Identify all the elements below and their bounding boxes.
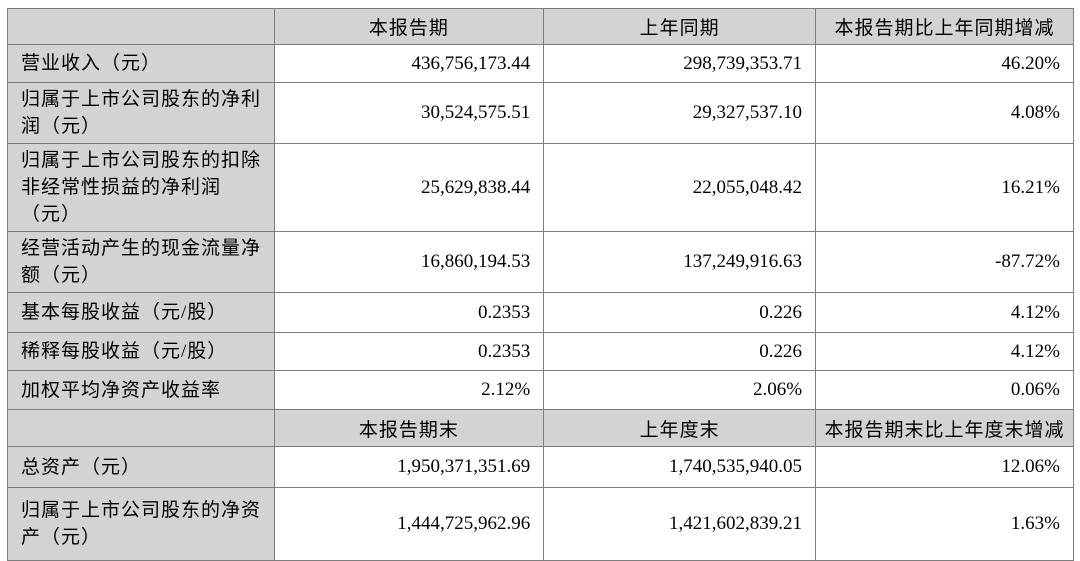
- metric-value-change: 12.06%: [815, 446, 1074, 488]
- table-row-net-profit: 归属于上市公司股东的净利润（元） 30,524,575.51 29,327,53…: [7, 82, 1074, 144]
- column-header-current-period: 本报告期: [273, 8, 545, 45]
- metric-value-change: 0.06%: [815, 370, 1074, 410]
- header-row-period-end: 本报告期末 上年度末 本报告期末比上年度末增减: [7, 409, 1074, 447]
- metric-value-change: -87.72%: [815, 231, 1074, 293]
- metric-value-prior: 0.226: [543, 332, 817, 371]
- header-row-current-period: 本报告期 上年同期 本报告期比上年同期增减: [7, 8, 1074, 45]
- metric-value-current: 25,629,838.44: [273, 143, 545, 232]
- metric-value-current: 0.2353: [273, 292, 545, 333]
- table-row-basic-eps: 基本每股收益（元/股） 0.2353 0.226 4.12%: [7, 292, 1074, 333]
- table-row-weighted-avg-roe: 加权平均净资产收益率 2.12% 2.06% 0.06%: [7, 370, 1074, 410]
- metric-value-prior: 2.06%: [543, 370, 817, 410]
- metric-label: 营业收入（元）: [7, 44, 275, 83]
- metric-value-change: 1.63%: [815, 487, 1074, 561]
- table-row-net-profit-excl-nonrecurring: 归属于上市公司股东的扣除非经常性损益的净利润（元） 25,629,838.44 …: [7, 143, 1074, 232]
- metric-label: 归属于上市公司股东的净资产（元）: [7, 487, 275, 561]
- metric-value-current: 1,950,371,351.69: [273, 446, 545, 488]
- table-row-net-assets: 归属于上市公司股东的净资产（元） 1,444,725,962.96 1,421,…: [7, 487, 1074, 561]
- column-header-period-end: 本报告期末: [273, 409, 545, 447]
- metric-value-prior: 22,055,048.42: [543, 143, 817, 232]
- column-header-blank: [7, 409, 275, 447]
- metric-label: 加权平均净资产收益率: [7, 370, 275, 410]
- metric-value-change: 16.21%: [815, 143, 1074, 232]
- metric-label: 基本每股收益（元/股）: [7, 292, 275, 333]
- metric-value-current: 16,860,194.53: [273, 231, 545, 293]
- metric-value-change: 4.12%: [815, 292, 1074, 333]
- table-row-total-assets: 总资产（元） 1,950,371,351.69 1,740,535,940.05…: [7, 446, 1074, 488]
- column-header-prior-period: 上年同期: [543, 8, 817, 45]
- metric-label: 归属于上市公司股东的净利润（元）: [7, 82, 275, 144]
- table-row-operating-cash-flow: 经营活动产生的现金流量净额（元） 16,860,194.53 137,249,9…: [7, 231, 1074, 293]
- column-header-prior-year-end: 上年度末: [543, 409, 817, 447]
- metric-value-change: 4.12%: [815, 332, 1074, 371]
- table-row-diluted-eps: 稀释每股收益（元/股） 0.2353 0.226 4.12%: [7, 332, 1074, 371]
- metric-label: 稀释每股收益（元/股）: [7, 332, 275, 371]
- metric-value-current: 1,444,725,962.96: [273, 487, 545, 561]
- metric-value-prior: 29,327,537.10: [543, 82, 817, 144]
- metric-value-current: 436,756,173.44: [273, 44, 545, 83]
- metric-value-current: 0.2353: [273, 332, 545, 371]
- metric-value-prior: 1,421,602,839.21: [543, 487, 817, 561]
- metric-label: 归属于上市公司股东的扣除非经常性损益的净利润（元）: [7, 143, 275, 232]
- metric-value-change: 46.20%: [815, 44, 1074, 83]
- metric-value-current: 2.12%: [273, 370, 545, 410]
- metric-label: 经营活动产生的现金流量净额（元）: [7, 231, 275, 293]
- metric-value-prior: 137,249,916.63: [543, 231, 817, 293]
- metric-value-prior: 0.226: [543, 292, 817, 333]
- metric-value-prior: 298,739,353.71: [543, 44, 817, 83]
- metric-label: 总资产（元）: [7, 446, 275, 488]
- metric-value-current: 30,524,575.51: [273, 82, 545, 144]
- table-row-revenue: 营业收入（元） 436,756,173.44 298,739,353.71 46…: [7, 44, 1074, 83]
- column-header-period-change: 本报告期比上年同期增减: [815, 8, 1074, 45]
- metric-value-change: 4.08%: [815, 82, 1074, 144]
- metric-value-prior: 1,740,535,940.05: [543, 446, 817, 488]
- financial-summary-table: 本报告期 上年同期 本报告期比上年同期增减 营业收入（元） 436,756,17…: [7, 8, 1074, 561]
- column-header-end-change: 本报告期末比上年度末增减: [815, 409, 1074, 447]
- column-header-blank: [7, 8, 275, 45]
